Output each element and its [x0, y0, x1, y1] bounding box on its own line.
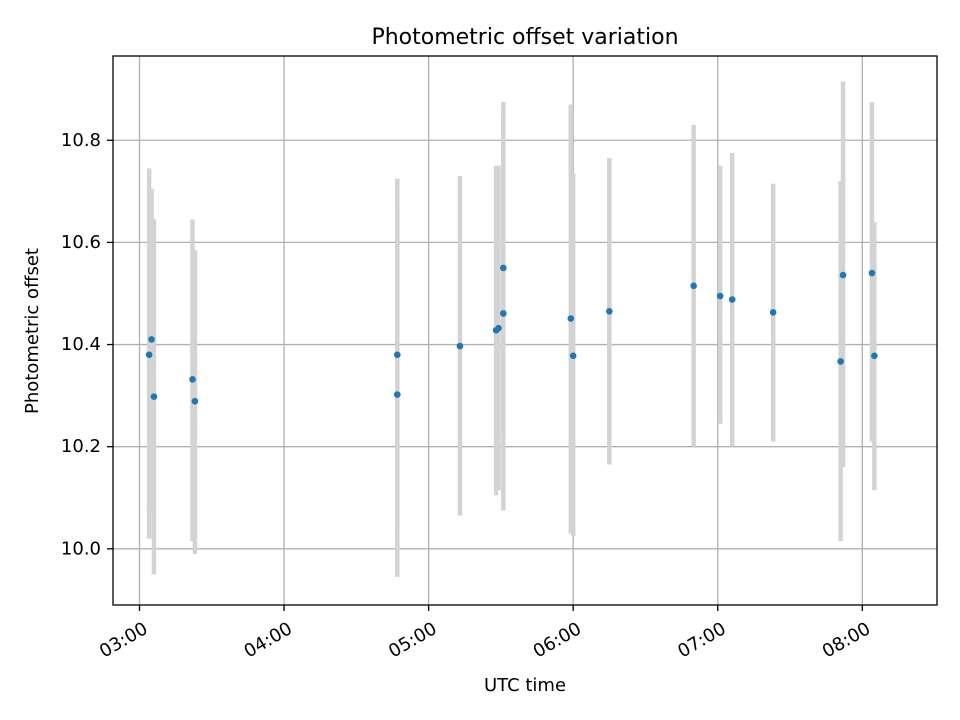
- plot-frame: [112, 55, 938, 606]
- y-tick-label: 10.6: [61, 232, 101, 253]
- data-points: [145, 264, 878, 405]
- data-point: [839, 271, 847, 279]
- data-point: [567, 315, 575, 322]
- data-point: [150, 393, 158, 400]
- data-point: [394, 351, 401, 359]
- data-point: [728, 296, 736, 303]
- data-point: [500, 310, 507, 317]
- y-tick-label: 10.0: [61, 538, 101, 559]
- data-point: [500, 264, 507, 272]
- y-tick-label: 10.4: [61, 334, 101, 355]
- data-point: [456, 342, 464, 350]
- data-point: [769, 309, 777, 316]
- y-axis: 10.0 10.2 10.4 10.6 10.8: [61, 130, 113, 559]
- x-axis-title: UTC time: [484, 675, 566, 696]
- data-point: [145, 351, 153, 359]
- data-point: [394, 391, 401, 398]
- data-point: [148, 336, 155, 343]
- data-point: [716, 292, 724, 300]
- y-tick-label: 10.2: [61, 436, 101, 457]
- data-point: [191, 397, 199, 405]
- data-point: [606, 308, 613, 315]
- chart-title: Photometric offset variation: [371, 25, 678, 50]
- data-point: [569, 352, 577, 360]
- y-tick-label: 10.8: [61, 130, 101, 151]
- data-point: [495, 324, 502, 332]
- data-point: [189, 375, 196, 383]
- grid: [113, 56, 937, 605]
- data-point: [837, 358, 844, 365]
- y-axis-title: Photometric offset: [22, 248, 43, 414]
- data-point: [871, 352, 878, 360]
- data-point: [690, 282, 697, 290]
- data-point: [868, 269, 876, 277]
